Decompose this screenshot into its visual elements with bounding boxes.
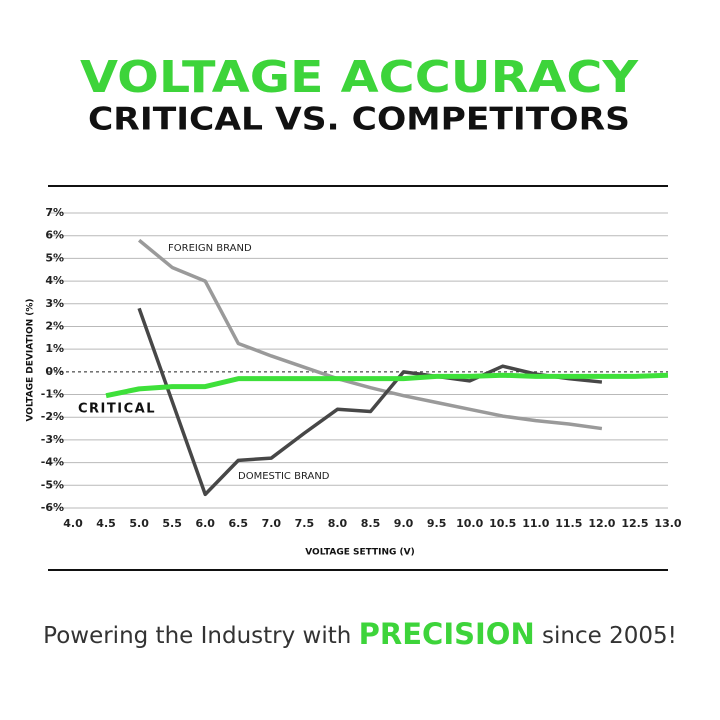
x-tick-label: 8.5: [361, 517, 381, 530]
y-tick-label: -5%: [41, 478, 64, 491]
x-tick-label: 7.0: [262, 517, 282, 530]
footer-text: since 2005!: [542, 623, 677, 649]
series-label: CRITICAL: [78, 402, 156, 417]
chart-subtitle: CRITICAL VS. COMPETITORS: [88, 102, 630, 138]
y-tick-label: -3%: [41, 433, 64, 446]
x-tick-label: 5.5: [162, 517, 182, 530]
x-tick-label: 9.5: [427, 517, 447, 530]
line-series: [137, 307, 603, 497]
x-tick-label: 11.5: [555, 517, 582, 530]
x-tick-label: 8.0: [328, 517, 348, 530]
y-tick-label: -2%: [41, 410, 64, 423]
x-axis-label: VOLTAGE SETTING (V): [305, 548, 415, 558]
x-tick-label: 6.0: [195, 517, 215, 530]
x-tick-label: 13.0: [654, 517, 681, 530]
y-tick-label: 0%: [45, 365, 64, 378]
y-tick-label: 6%: [45, 229, 64, 242]
x-tick-label: 11.0: [522, 517, 549, 530]
x-tick-label: 10.0: [456, 517, 483, 530]
x-tick-label: 4.0: [63, 517, 83, 530]
x-tick-label: 4.5: [96, 517, 116, 530]
y-axis-label: VOLTAGE DEVIATION (%): [26, 298, 36, 421]
line-series: [137, 238, 603, 431]
y-tick-label: 2%: [45, 319, 64, 332]
line-series: [105, 372, 669, 399]
x-tick-label: 5.0: [129, 517, 149, 530]
x-tick-label: 6.5: [229, 517, 249, 530]
series-label: DOMESTIC BRAND: [238, 471, 330, 482]
y-tick-label: 1%: [45, 342, 64, 355]
y-tick-label: 3%: [45, 297, 64, 310]
x-tick-label: 12.0: [588, 517, 615, 530]
footer-highlight: PRECISION: [359, 617, 535, 651]
footer-text: Powering the Industry with: [43, 623, 351, 649]
y-tick-label: -6%: [41, 501, 64, 514]
x-tick-label: 9.0: [394, 517, 414, 530]
x-tick-label: 7.5: [295, 517, 315, 530]
y-tick-label: -1%: [41, 388, 64, 401]
y-tick-label: 4%: [45, 274, 64, 287]
x-tick-label: 10.5: [489, 517, 516, 530]
y-tick-label: -4%: [41, 456, 64, 469]
x-tick-label: 12.5: [621, 517, 648, 530]
series-label: FOREIGN BRAND: [168, 243, 252, 254]
footer: Powering the Industry with PRECISION sin…: [43, 617, 677, 651]
y-tick-label: 7%: [45, 206, 64, 219]
y-tick-label: 5%: [45, 251, 64, 264]
chart-title: VOLTAGE ACCURACY: [80, 52, 639, 103]
